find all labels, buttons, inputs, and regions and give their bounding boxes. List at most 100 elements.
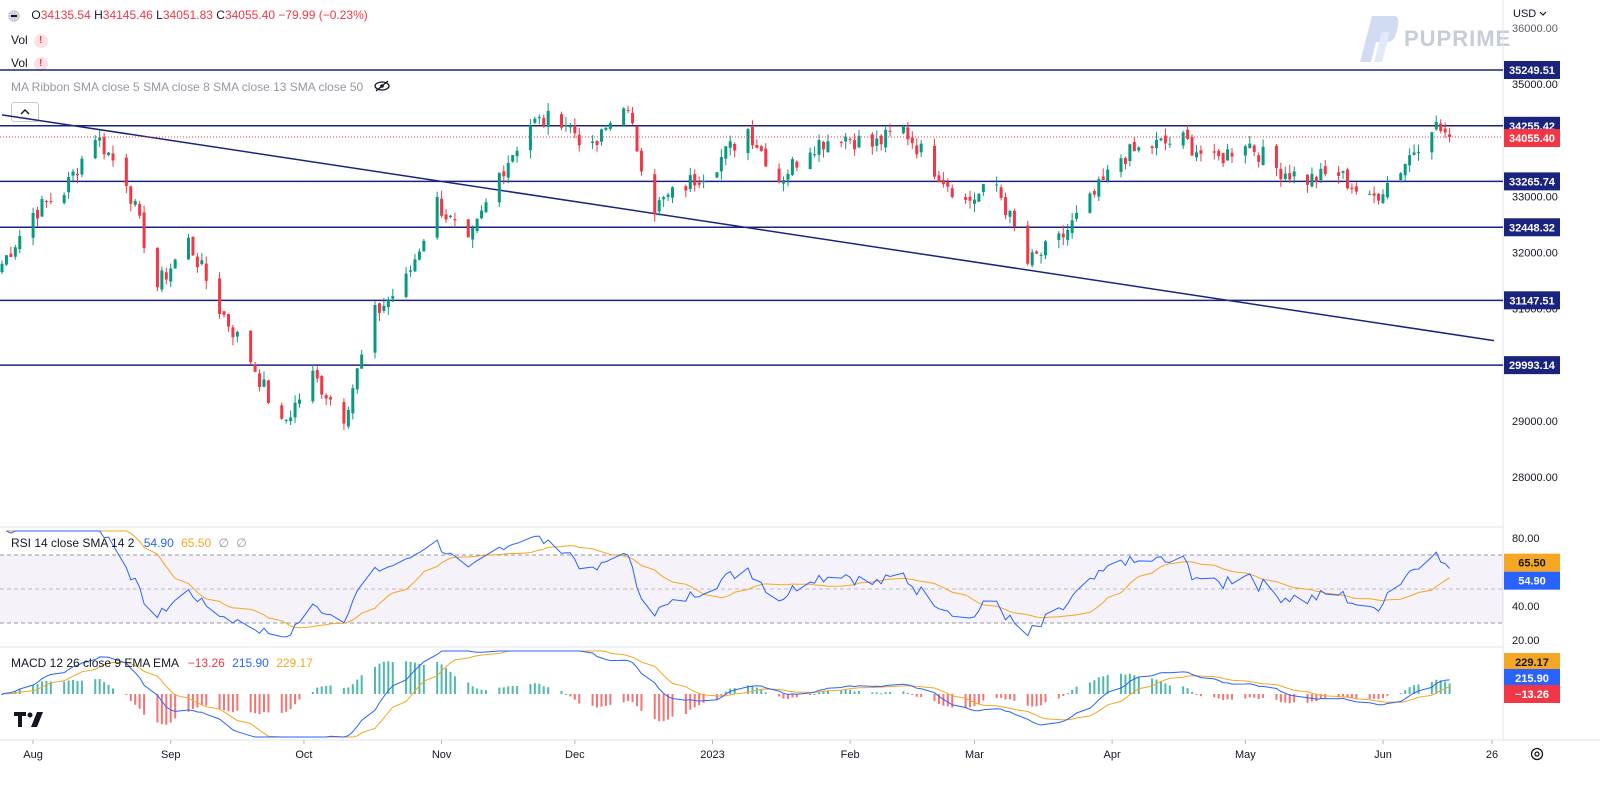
- price-axis[interactable]: 35000.0034000.0033000.0032000.0031000.00…: [1512, 23, 1558, 647]
- time-axis[interactable]: Aug Sep Oct Nov Dec 2023 Feb Mar Apr May Jun 26: [23, 740, 1498, 761]
- time-label: Aug: [23, 749, 43, 761]
- macd-hist-bar: [751, 686, 754, 694]
- time-label: May: [1235, 749, 1256, 761]
- candle-body: [155, 247, 159, 288]
- macd-hist-bar: [538, 683, 541, 694]
- candle-body: [1070, 220, 1074, 234]
- candle-body: [688, 175, 692, 190]
- low-value: 34051.83: [162, 8, 213, 22]
- macd-hist-bar: [1439, 680, 1442, 694]
- candle-body: [1279, 168, 1283, 180]
- candle-body: [226, 314, 230, 327]
- macd-hist-bar: [1346, 694, 1349, 698]
- macd-hist-bar: [933, 694, 936, 702]
- collapse-legend-button[interactable]: [8, 9, 20, 22]
- candle-body: [475, 218, 479, 232]
- candle-body: [111, 153, 115, 161]
- macd-hist-bar: [826, 690, 829, 694]
- macd-hist-bar: [360, 675, 363, 694]
- exclamation-icon[interactable]: !: [33, 56, 48, 71]
- candle-body: [160, 270, 164, 290]
- ma-ribbon-indicator[interactable]: MA Ribbon SMA close 5 SMA close 8 SMA cl…: [11, 80, 391, 95]
- macd-hist-bar: [560, 690, 563, 694]
- macd-hist-bar: [467, 682, 470, 694]
- macd-hist-bar: [347, 687, 350, 694]
- macd-hist-bar: [849, 689, 852, 694]
- candle-body: [222, 311, 226, 315]
- macd-hist-bar: [578, 694, 581, 704]
- price-tick: 28000.00: [1512, 472, 1558, 484]
- macd-hist-bar: [129, 694, 132, 702]
- macd-hist-value: −13.26: [187, 656, 225, 670]
- macd-hist-bar: [1182, 686, 1185, 694]
- trendline[interactable]: [1, 114, 1495, 342]
- candle-body: [18, 235, 22, 250]
- candle-body: [409, 270, 413, 272]
- candle-body: [329, 397, 333, 400]
- macd-hist-bar: [627, 694, 630, 702]
- rsi-tick: 80.00: [1512, 533, 1540, 545]
- macd-hist-bar: [1381, 694, 1384, 699]
- candle-body: [1377, 193, 1381, 201]
- horizontal-levels[interactable]: [0, 69, 1503, 366]
- candle-body: [258, 373, 262, 387]
- candle-body: [1123, 158, 1127, 164]
- price-tag: [1504, 685, 1560, 703]
- candle-body: [1190, 137, 1194, 156]
- candle-body: [1026, 225, 1030, 264]
- macd-hist-bar: [600, 694, 603, 707]
- gear-icon[interactable]: [1529, 746, 1545, 767]
- candle-body: [40, 199, 44, 217]
- macd-hist-bar: [1035, 694, 1038, 707]
- rsi-ma-value: 65.50: [181, 536, 212, 550]
- eye-crossed-icon[interactable]: [373, 80, 391, 95]
- macd-hist-bar: [1404, 689, 1407, 694]
- macd-hist-bar: [1275, 694, 1278, 700]
- macd-hist-bar: [667, 694, 670, 720]
- chevron-down-icon: [1539, 11, 1547, 16]
- candle-body: [71, 171, 75, 176]
- macd-legend[interactable]: MACD 12 26 close 9 EMA EMA −13.26 215.90…: [11, 656, 313, 670]
- candle-body: [169, 268, 173, 282]
- logo-text: PUPRIME: [1404, 26, 1512, 51]
- exclamation-icon[interactable]: !: [33, 33, 48, 48]
- candle-body: [191, 236, 195, 256]
- candle-body: [1128, 144, 1132, 162]
- macd-pane[interactable]: [1, 650, 1451, 738]
- candle-body: [142, 212, 146, 249]
- candle-body: [440, 198, 444, 216]
- candle-body: [808, 152, 812, 170]
- rsi-pane[interactable]: [0, 530, 1503, 638]
- macd-hist-bar: [995, 694, 998, 699]
- trendline-segment[interactable]: [1, 114, 1495, 342]
- candle-body: [755, 144, 759, 148]
- rsi-legend[interactable]: RSI 14 close SMA 14 2 54.90 65.50 ∅ ∅: [11, 536, 247, 550]
- macd-hist-bar: [853, 691, 856, 694]
- tradingview-logo-icon[interactable]: [14, 710, 46, 733]
- macd-hist-bar: [1040, 694, 1043, 706]
- candle-body: [502, 171, 506, 177]
- macd-hist-bar: [480, 689, 483, 694]
- macd-hist-bar: [174, 694, 177, 719]
- candle-body: [324, 395, 328, 399]
- price-tag: [1504, 653, 1560, 671]
- currency-selector[interactable]: USD: [1513, 8, 1547, 20]
- price-tag: [1504, 218, 1560, 237]
- macd-hist-bar: [449, 671, 452, 694]
- macd-hist-bar: [422, 664, 425, 694]
- macd-hist-bar: [840, 690, 843, 694]
- macd-hist-bar: [529, 684, 532, 694]
- vol-indicator-2[interactable]: Vol!: [11, 56, 48, 71]
- macd-hist-bar: [267, 694, 270, 713]
- candle-body: [1159, 138, 1163, 141]
- candle-body: [289, 417, 293, 422]
- macd-hist-bar: [1413, 685, 1416, 694]
- candle-body: [839, 141, 843, 143]
- macd-hist-bar: [1386, 694, 1389, 696]
- vol-indicator-1[interactable]: Vol!: [11, 33, 48, 48]
- macd-hist-bar: [76, 681, 79, 694]
- candle-body: [36, 209, 40, 219]
- candle-body: [444, 214, 448, 220]
- macd-hist-bar: [413, 662, 416, 694]
